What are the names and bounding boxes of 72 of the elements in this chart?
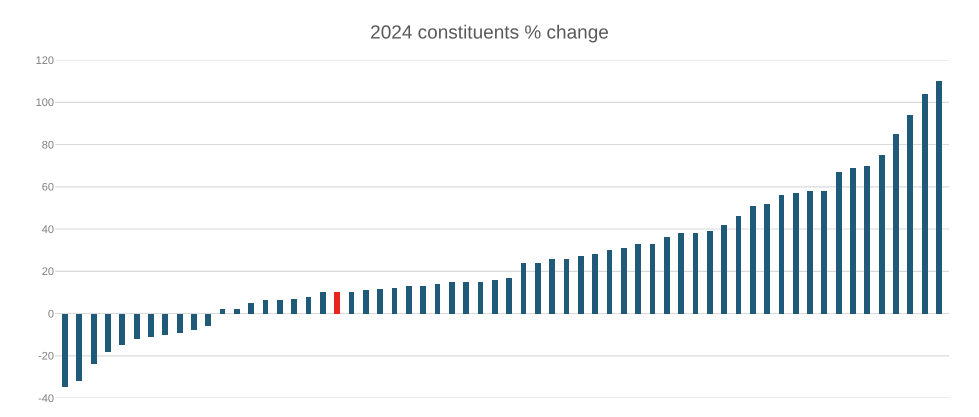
bar: [650, 244, 655, 314]
bar: [478, 282, 483, 314]
bar: [134, 314, 140, 339]
bar: [664, 237, 670, 314]
y-tick-label: -20: [38, 350, 54, 363]
y-tick-label: 40: [42, 224, 54, 236]
bar: [76, 314, 82, 381]
y-tick-label: 0: [48, 308, 54, 320]
bar: [91, 314, 97, 364]
bar: [707, 231, 713, 314]
bar: [105, 314, 111, 352]
bar: [736, 216, 741, 314]
bar: [148, 314, 154, 337]
bar: [220, 309, 225, 314]
y-tick-label: 120: [36, 54, 54, 67]
y-tick-label: 80: [42, 139, 54, 152]
bar: [306, 297, 311, 314]
bar: [821, 191, 827, 314]
bar: [392, 288, 397, 314]
bar: [234, 309, 240, 314]
bar: [779, 195, 784, 314]
bar: [836, 172, 842, 314]
bar: [449, 282, 455, 314]
bar: [693, 233, 698, 314]
bar: [879, 155, 885, 314]
bar: [363, 290, 369, 314]
bar: [248, 303, 254, 314]
bar: [864, 166, 870, 314]
bar: [492, 280, 498, 314]
bar: [406, 286, 412, 314]
bar: [119, 314, 125, 345]
bar: [506, 278, 512, 314]
bar: [349, 292, 354, 314]
bar: [334, 292, 340, 314]
bar: [893, 134, 899, 314]
bar: [377, 289, 383, 314]
bar: [191, 314, 197, 330]
chart-title: 2024 constituents % change: [370, 22, 609, 44]
bar: [535, 263, 541, 314]
bar: [320, 292, 326, 314]
y-tick-label: 60: [42, 182, 54, 194]
bar: [263, 300, 268, 314]
bar: [177, 314, 183, 333]
bar: [807, 191, 813, 314]
bar: [564, 259, 569, 314]
bar: [721, 225, 727, 314]
bar: [793, 193, 799, 314]
bar: [420, 286, 426, 314]
y-tick-label: 20: [42, 266, 54, 278]
bar: [621, 248, 627, 314]
bar: [936, 81, 942, 314]
bar: [578, 256, 584, 314]
bar: [678, 233, 684, 314]
bar: [205, 314, 211, 326]
bar: [850, 168, 856, 314]
bar: [291, 299, 297, 314]
bar: [764, 204, 770, 314]
bar: [750, 206, 756, 314]
bar: [435, 284, 440, 314]
bar: [162, 314, 168, 335]
bar: [521, 263, 526, 314]
bar: [907, 115, 913, 314]
bar: [607, 250, 612, 314]
y-tick-label: 100: [36, 97, 54, 110]
bar: [62, 314, 68, 387]
bar: [463, 282, 469, 314]
bar: [922, 94, 928, 314]
bar: [277, 300, 283, 314]
y-tick-label: -40: [38, 392, 54, 405]
bar: [549, 259, 555, 314]
bar: [592, 254, 598, 314]
bar: [635, 244, 641, 314]
